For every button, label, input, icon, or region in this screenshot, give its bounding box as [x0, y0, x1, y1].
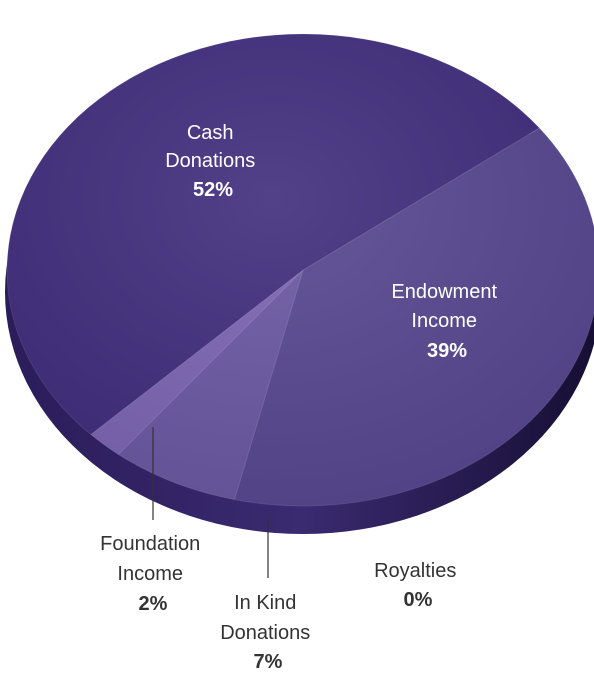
- label-line: Income: [411, 310, 477, 332]
- slice-label-royalties: Royalties 0%: [374, 560, 462, 611]
- label-line: Royalties: [374, 560, 456, 582]
- label-line: In Kind: [234, 592, 296, 614]
- label-line: Donations: [165, 150, 255, 172]
- slice-label-cash-donations: Cash Donations 52%: [165, 122, 261, 201]
- label-line: Endowment: [391, 281, 497, 303]
- label-line: Donations: [220, 622, 310, 644]
- data-label: 7%: [254, 651, 283, 673]
- label-line: Income: [117, 563, 183, 585]
- data-label: 52%: [193, 179, 233, 201]
- data-label: 39%: [427, 340, 467, 362]
- slice-label-endowment-income: Endowment Income 39%: [391, 281, 502, 362]
- slice-label-in-kind-donations: In Kind Donations 7%: [220, 592, 316, 673]
- label-line: Cash: [187, 122, 234, 144]
- slices-layer: [6, 33, 594, 507]
- data-label: 2%: [139, 593, 168, 615]
- data-label: 0%: [404, 589, 433, 611]
- label-line: Foundation: [100, 533, 200, 555]
- slice-label-foundation-income: Foundation Income 2%: [100, 533, 206, 615]
